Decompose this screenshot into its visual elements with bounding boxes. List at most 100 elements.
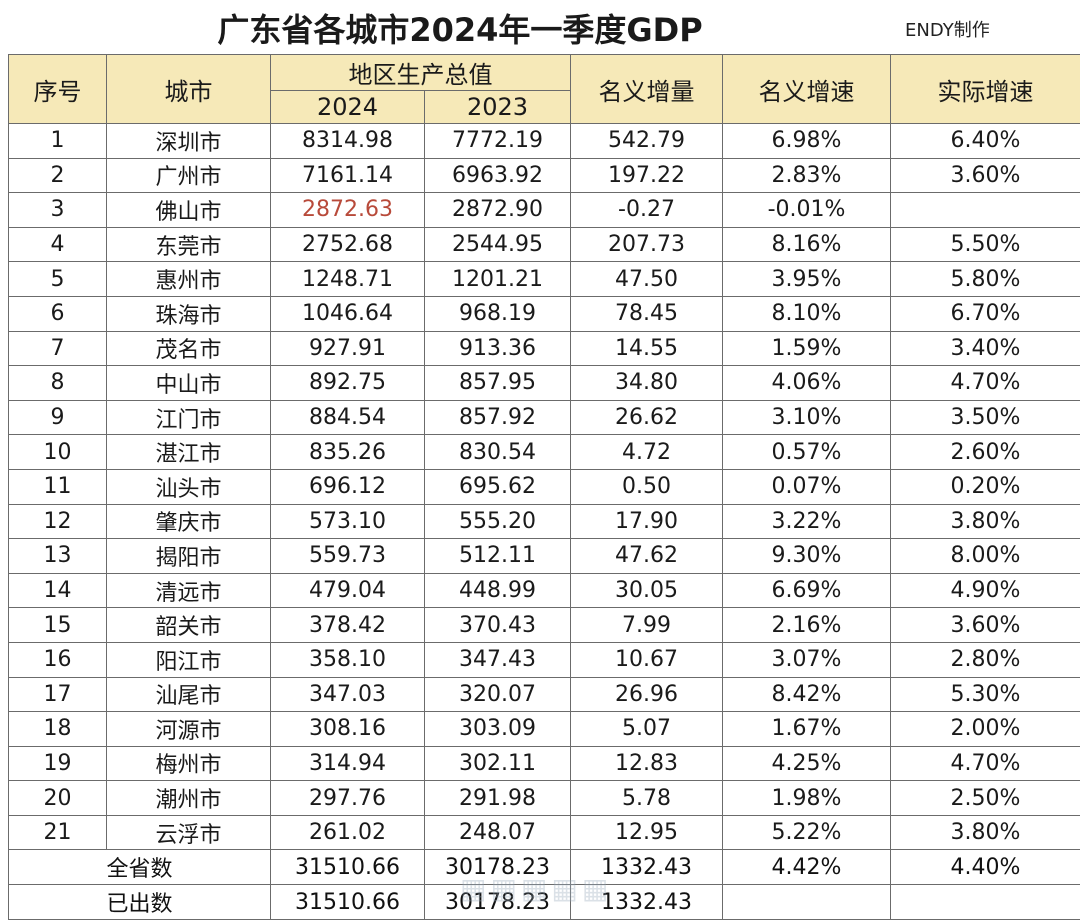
gdp-2023-cell[interactable]: 857.95: [425, 366, 571, 401]
city-cell[interactable]: 阳江市: [107, 642, 271, 677]
nominal-increase-cell[interactable]: 30.05: [571, 573, 723, 608]
real-growth-cell[interactable]: 3.80%: [891, 815, 1080, 850]
total-nominal-growth-cell[interactable]: [723, 885, 891, 920]
real-growth-cell[interactable]: 5.50%: [891, 227, 1080, 262]
header-city[interactable]: 城市: [107, 55, 271, 124]
seq-cell[interactable]: 1: [9, 124, 107, 159]
seq-cell[interactable]: 3: [9, 193, 107, 228]
gdp-2023-cell[interactable]: 347.43: [425, 642, 571, 677]
nominal-growth-cell[interactable]: -0.01%: [723, 193, 891, 228]
nominal-increase-cell[interactable]: 12.83: [571, 746, 723, 781]
city-cell[interactable]: 中山市: [107, 366, 271, 401]
city-cell[interactable]: 汕尾市: [107, 677, 271, 712]
total-real-growth-cell[interactable]: [891, 885, 1080, 920]
nominal-growth-cell[interactable]: 8.10%: [723, 296, 891, 331]
gdp-2023-cell[interactable]: 248.07: [425, 815, 571, 850]
seq-cell[interactable]: 17: [9, 677, 107, 712]
nominal-increase-cell[interactable]: 47.50: [571, 262, 723, 297]
header-year-2023[interactable]: 2023: [425, 91, 571, 124]
real-growth-cell[interactable]: 0.20%: [891, 469, 1080, 504]
city-cell[interactable]: 广州市: [107, 158, 271, 193]
nominal-increase-cell[interactable]: 197.22: [571, 158, 723, 193]
city-cell[interactable]: 肇庆市: [107, 504, 271, 539]
seq-cell[interactable]: 6: [9, 296, 107, 331]
gdp-2024-cell[interactable]: 8314.98: [271, 124, 425, 159]
city-cell[interactable]: 江门市: [107, 400, 271, 435]
real-growth-cell[interactable]: 6.70%: [891, 296, 1080, 331]
real-growth-cell[interactable]: 2.50%: [891, 781, 1080, 816]
gdp-2024-cell[interactable]: 927.91: [271, 331, 425, 366]
nominal-increase-cell[interactable]: 5.78: [571, 781, 723, 816]
total-2024-cell[interactable]: 31510.66: [271, 885, 425, 920]
seq-cell[interactable]: 2: [9, 158, 107, 193]
nominal-increase-cell[interactable]: 10.67: [571, 642, 723, 677]
nominal-increase-cell[interactable]: 26.62: [571, 400, 723, 435]
nominal-growth-cell[interactable]: 9.30%: [723, 539, 891, 574]
gdp-2024-cell[interactable]: 892.75: [271, 366, 425, 401]
real-growth-cell[interactable]: 6.40%: [891, 124, 1080, 159]
nominal-growth-cell[interactable]: 3.95%: [723, 262, 891, 297]
nominal-growth-cell[interactable]: 3.07%: [723, 642, 891, 677]
nominal-growth-cell[interactable]: 1.67%: [723, 712, 891, 747]
nominal-growth-cell[interactable]: 6.98%: [723, 124, 891, 159]
gdp-2024-cell[interactable]: 347.03: [271, 677, 425, 712]
total-increase-cell[interactable]: 1332.43: [571, 885, 723, 920]
nominal-increase-cell[interactable]: 4.72: [571, 435, 723, 470]
city-cell[interactable]: 韶关市: [107, 608, 271, 643]
seq-cell[interactable]: 20: [9, 781, 107, 816]
nominal-growth-cell[interactable]: 3.22%: [723, 504, 891, 539]
seq-cell[interactable]: 16: [9, 642, 107, 677]
header-seq[interactable]: 序号: [9, 55, 107, 124]
gdp-2024-cell[interactable]: 358.10: [271, 642, 425, 677]
gdp-2024-cell[interactable]: 1248.71: [271, 262, 425, 297]
total-real-growth-cell[interactable]: 4.40%: [891, 850, 1080, 885]
city-cell[interactable]: 湛江市: [107, 435, 271, 470]
city-cell[interactable]: 揭阳市: [107, 539, 271, 574]
real-growth-cell[interactable]: 2.60%: [891, 435, 1080, 470]
city-cell[interactable]: 潮州市: [107, 781, 271, 816]
total-2024-cell[interactable]: 31510.66: [271, 850, 425, 885]
gdp-2024-cell[interactable]: 884.54: [271, 400, 425, 435]
real-growth-cell[interactable]: 3.50%: [891, 400, 1080, 435]
gdp-2024-cell[interactable]: 261.02: [271, 815, 425, 850]
seq-cell[interactable]: 19: [9, 746, 107, 781]
gdp-2023-cell[interactable]: 291.98: [425, 781, 571, 816]
city-cell[interactable]: 惠州市: [107, 262, 271, 297]
header-nominal-increase[interactable]: 名义增量: [571, 55, 723, 124]
real-growth-cell[interactable]: 3.60%: [891, 158, 1080, 193]
city-cell[interactable]: 云浮市: [107, 815, 271, 850]
seq-cell[interactable]: 14: [9, 573, 107, 608]
real-growth-cell[interactable]: 5.80%: [891, 262, 1080, 297]
nominal-increase-cell[interactable]: 14.55: [571, 331, 723, 366]
nominal-increase-cell[interactable]: 0.50: [571, 469, 723, 504]
seq-cell[interactable]: 11: [9, 469, 107, 504]
gdp-2024-cell[interactable]: 479.04: [271, 573, 425, 608]
gdp-2024-cell[interactable]: 7161.14: [271, 158, 425, 193]
seq-cell[interactable]: 7: [9, 331, 107, 366]
total-2023-cell[interactable]: 30178.23: [425, 850, 571, 885]
nominal-growth-cell[interactable]: 8.42%: [723, 677, 891, 712]
city-cell[interactable]: 梅州市: [107, 746, 271, 781]
nominal-growth-cell[interactable]: 5.22%: [723, 815, 891, 850]
nominal-growth-cell[interactable]: 0.07%: [723, 469, 891, 504]
real-growth-cell[interactable]: 4.70%: [891, 746, 1080, 781]
nominal-growth-cell[interactable]: 0.57%: [723, 435, 891, 470]
gdp-2023-cell[interactable]: 512.11: [425, 539, 571, 574]
city-cell[interactable]: 珠海市: [107, 296, 271, 331]
total-2023-cell[interactable]: 30178.23: [425, 885, 571, 920]
seq-cell[interactable]: 21: [9, 815, 107, 850]
city-cell[interactable]: 河源市: [107, 712, 271, 747]
header-year-2024[interactable]: 2024: [271, 91, 425, 124]
gdp-2023-cell[interactable]: 913.36: [425, 331, 571, 366]
city-cell[interactable]: 深圳市: [107, 124, 271, 159]
gdp-2023-cell[interactable]: 303.09: [425, 712, 571, 747]
gdp-2024-cell[interactable]: 696.12: [271, 469, 425, 504]
city-cell[interactable]: 清远市: [107, 573, 271, 608]
gdp-2024-cell[interactable]: 573.10: [271, 504, 425, 539]
nominal-increase-cell[interactable]: 207.73: [571, 227, 723, 262]
nominal-increase-cell[interactable]: 78.45: [571, 296, 723, 331]
gdp-2024-cell[interactable]: 308.16: [271, 712, 425, 747]
seq-cell[interactable]: 15: [9, 608, 107, 643]
real-growth-cell[interactable]: 2.00%: [891, 712, 1080, 747]
nominal-increase-cell[interactable]: 47.62: [571, 539, 723, 574]
